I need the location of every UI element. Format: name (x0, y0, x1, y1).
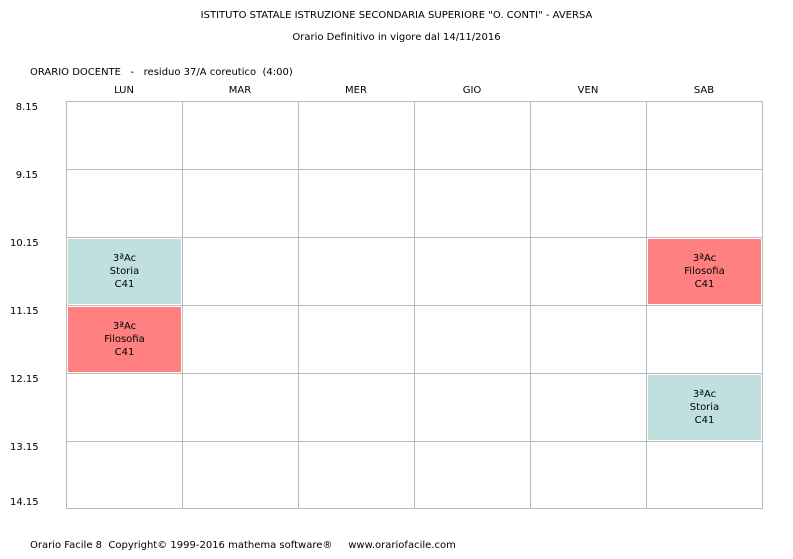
time-label: 12.15 (10, 374, 39, 385)
time-label: 10.15 (10, 238, 39, 249)
time-label: 9.15 (15, 170, 38, 181)
lesson-room: C41 (694, 279, 715, 290)
lesson-room: C41 (114, 279, 135, 290)
lesson-room: C41 (694, 415, 715, 426)
lesson-block[interactable]: 3ªAc Storia C41 (68, 239, 181, 304)
lesson-class: 3ªAc (692, 253, 717, 264)
footer-copyright: Orario Facile 8 Copyright© 1999-2016 mat… (30, 540, 456, 551)
lesson-subject: Filosofia (104, 334, 145, 345)
teacher-line: ORARIO DOCENTE - residuo 37/A coreutico … (30, 67, 293, 78)
lesson-subject: Storia (109, 266, 140, 277)
day-header-gio: GIO (462, 85, 482, 96)
day-header-ven: VEN (577, 85, 599, 96)
lesson-room: C41 (114, 347, 135, 358)
time-label: 14.15 (10, 497, 39, 508)
day-header-mer: MER (345, 85, 367, 96)
lesson-class: 3ªAc (112, 321, 137, 332)
lesson-subject: Filosofia (684, 266, 725, 277)
time-label: 8.15 (15, 102, 38, 113)
grid-line (66, 441, 763, 442)
grid-line (66, 237, 763, 238)
lesson-subject: Storia (689, 402, 720, 413)
lesson-block[interactable]: 3ªAc Filosofia C41 (648, 239, 761, 304)
day-header-sab: SAB (693, 85, 715, 96)
lesson-block[interactable]: 3ªAc Filosofia C41 (68, 307, 181, 372)
school-title: ISTITUTO STATALE ISTRUZIONE SECONDARIA S… (200, 10, 593, 21)
grid-line (66, 305, 763, 306)
day-header-lun: LUN (114, 85, 134, 96)
lesson-block[interactable]: 3ªAc Storia C41 (648, 375, 761, 440)
lesson-class: 3ªAc (692, 389, 717, 400)
grid-line (66, 169, 763, 170)
grid-line (66, 373, 763, 374)
grid-line (66, 101, 763, 102)
schedule-validity: Orario Definitivo in vigore dal 14/11/20… (292, 32, 501, 43)
lesson-class: 3ªAc (112, 253, 137, 264)
time-label: 13.15 (10, 442, 39, 453)
day-header-mar: MAR (228, 85, 252, 96)
time-label: 11.15 (10, 306, 39, 317)
